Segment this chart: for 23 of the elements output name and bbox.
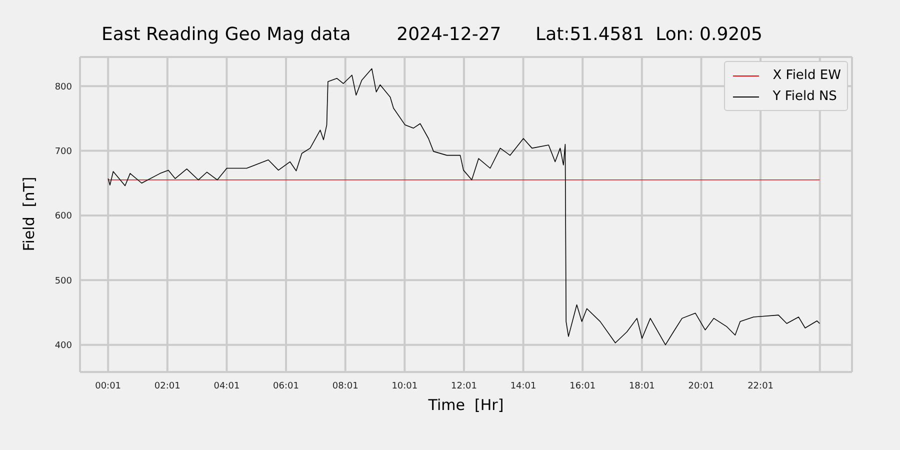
x-tick-label: 02:01 <box>154 381 180 392</box>
x-tick-label: 00:01 <box>95 381 122 392</box>
legend-label: X Field EW <box>772 68 841 83</box>
y-tick-label: 700 <box>54 146 72 157</box>
y-tick-label: 400 <box>54 341 72 352</box>
x-tick-label: 18:01 <box>628 381 655 392</box>
x-tick-label: 08:01 <box>332 381 358 392</box>
x-tick-label: 06:01 <box>273 381 299 392</box>
y-tick-label: 600 <box>54 212 72 222</box>
x-tick-label: 22:01 <box>748 381 774 392</box>
x-tick-label: 04:01 <box>214 381 240 392</box>
y-axis-title: Field [nT] <box>20 176 38 252</box>
x-tick-label: 14:01 <box>510 381 536 392</box>
x-axis-title: Time [Hr] <box>427 396 505 414</box>
x-tick-label: 16:01 <box>570 381 596 392</box>
chart-title: East Reading Geo Mag data 2024-12-27 Lat:51.4581 Lon: 0.9205 <box>100 24 764 45</box>
line-series <box>108 68 820 346</box>
y-tick-label: 800 <box>54 82 72 92</box>
legend-label: Y Field NS <box>772 89 837 104</box>
x-tick-label: 12:01 <box>451 381 477 392</box>
x-tick-label: 20:01 <box>688 381 714 392</box>
y-tick-label: 500 <box>54 276 72 286</box>
x-tick-label: 10:01 <box>392 381 418 392</box>
